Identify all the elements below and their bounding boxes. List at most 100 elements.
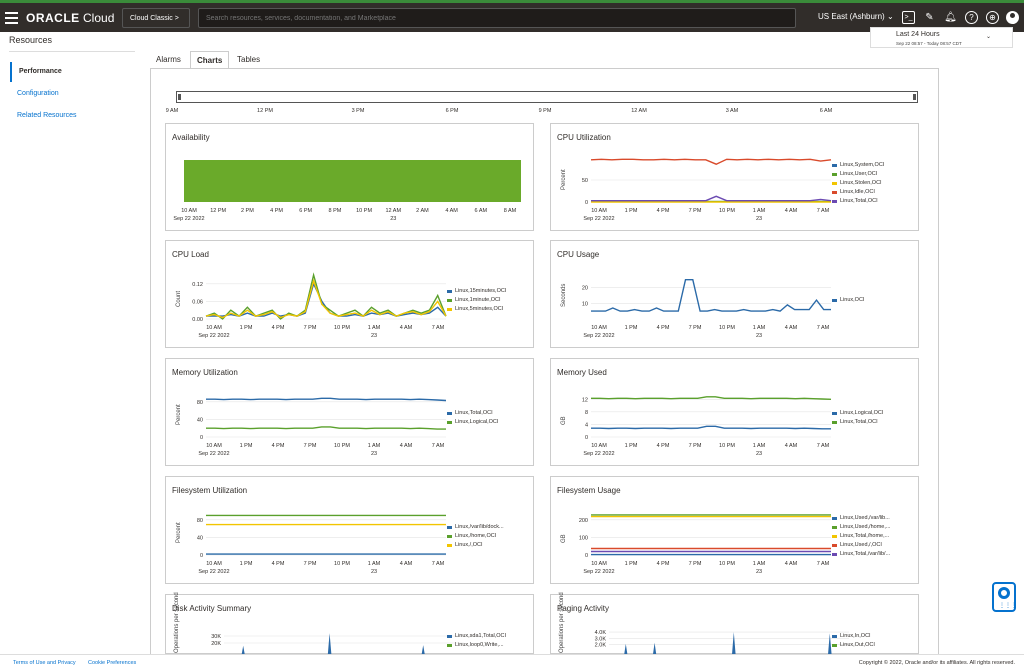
- sidebar-item-related-resources[interactable]: Related Resources: [17, 112, 77, 119]
- x-tick-label: 10 PM: [719, 443, 735, 449]
- legend-entry[interactable]: Linux,sda1,Total,OCI: [447, 633, 527, 642]
- legend-entry[interactable]: Linux,Stolen,OCI: [832, 180, 912, 189]
- legend-entry[interactable]: Linux,15minutes,OCI: [447, 288, 527, 297]
- legend-entry[interactable]: Linux,Total,OCI: [832, 419, 912, 428]
- slider-start-handle[interactable]: [178, 94, 181, 100]
- legend-label: Linux,Total,/home,...: [840, 532, 890, 539]
- chart-plot: 0 40 80 10 AM 1 PM 4 PM 7 PM 10 PM 1 AM 4 AM 7 AM S…: [197, 397, 447, 457]
- sidebar-divider: [9, 51, 135, 52]
- legend-label: Linux,Logical,OCI: [840, 410, 884, 416]
- y-tick-label: 0: [585, 553, 588, 559]
- legend-entry[interactable]: Linux,Total,/home,...: [832, 533, 912, 542]
- tab-tables[interactable]: Tables: [237, 55, 261, 64]
- cookie-preferences-link[interactable]: Cookie Preferences: [88, 660, 137, 666]
- x-subtick-label: Sep 22 2022: [198, 451, 229, 457]
- legend-label: Linux,Out,OCI: [840, 642, 875, 648]
- search-input[interactable]: [198, 8, 796, 28]
- x-subtick-label: Sep 22 2022: [583, 451, 614, 457]
- x-tick-label: 10 PM: [719, 325, 735, 331]
- activity-spike: [327, 633, 332, 657]
- legend-entry[interactable]: Linux,/home,OCI: [447, 533, 527, 542]
- x-tick-label: 1 PM: [625, 325, 638, 331]
- legend-entry[interactable]: Linux,In,OCI: [832, 633, 912, 642]
- x-tick-label: 7 AM: [817, 208, 830, 214]
- hamburger-icon[interactable]: [5, 12, 18, 24]
- legend-entry[interactable]: Linux,Used,/var/lib...: [832, 515, 912, 524]
- legend-entry[interactable]: Linux,Idle,OCI: [832, 189, 912, 198]
- x-tick-label: 6 PM: [299, 208, 312, 214]
- timeline-tick-label: 3 AM: [725, 108, 739, 114]
- legend-entry[interactable]: Linux,Used,/,OCI: [832, 542, 912, 551]
- x-tick-label: 7 PM: [689, 561, 702, 567]
- code-editor-icon[interactable]: ✎: [925, 12, 934, 23]
- x-tick-label: 7 PM: [304, 443, 317, 449]
- globe-icon[interactable]: ⊕: [986, 11, 999, 24]
- legend-entry[interactable]: Linux,/var/lib/dock...: [447, 524, 527, 533]
- y-tick-label: 80: [197, 518, 203, 524]
- legend-entry[interactable]: Linux,System,OCI: [832, 162, 912, 171]
- x-tick-label: 1 AM: [368, 561, 381, 567]
- legend-entry[interactable]: Linux,Total,OCI: [447, 410, 527, 419]
- legend-swatch: [832, 543, 837, 547]
- x-tick-label: 10 PM: [334, 443, 350, 449]
- x-subtick-label: Sep 22 2022: [198, 333, 229, 339]
- grid-icon: ⋮⋮⋮: [999, 603, 1017, 609]
- x-subtick-label: Sep 22 2022: [583, 569, 614, 575]
- paging-activity-panel: Paging Activity 2.0K 3.0K 4.0K Operations pe…: [550, 592, 919, 658]
- chart-title: Filesystem Utilization: [172, 486, 248, 495]
- y-axis-label: Percent: [176, 404, 182, 425]
- legend-swatch: [447, 525, 452, 529]
- cloud-shell-icon[interactable]: >_: [902, 11, 915, 24]
- series-line: [206, 426, 446, 430]
- legend-entry[interactable]: Linux,5minutes,OCI: [447, 306, 527, 315]
- legend-swatch: [832, 552, 837, 556]
- legend-entry[interactable]: Linux,OCI: [832, 297, 912, 306]
- legend-swatch: [447, 298, 452, 302]
- legend-swatch: [832, 163, 837, 167]
- x-tick-label: 7 AM: [817, 443, 830, 449]
- activity-spike: [827, 633, 832, 657]
- legend-entry[interactable]: Linux,Logical,OCI: [832, 410, 912, 419]
- y-tick-label: 50: [582, 178, 588, 184]
- oracle-cloud-logo[interactable]: ORACLE Cloud: [26, 11, 115, 25]
- legend-swatch: [832, 516, 837, 520]
- x-tick-label: 1 AM: [368, 443, 381, 449]
- legend-entry[interactable]: Linux,Total,OCI: [832, 198, 912, 207]
- cloud-classic-button[interactable]: Cloud Classic >: [122, 8, 190, 28]
- chart-legend: Linux,System,OCI Linux,User,OCI Linux,Stol…: [832, 162, 912, 207]
- x-tick-label: 4 AM: [785, 443, 798, 449]
- sidebar-item-performance[interactable]: Performance: [10, 62, 138, 82]
- legend-entry[interactable]: Linux,Logical,OCI: [447, 419, 527, 428]
- legend-entry[interactable]: Linux,/,OCI: [447, 542, 527, 551]
- copyright-text: Copyright © 2022, Oracle and/or its affi…: [858, 660, 1015, 666]
- timeline-range-slider[interactable]: [176, 91, 918, 103]
- x-subtick-label: 23: [756, 451, 762, 457]
- tab-alarms[interactable]: Alarms: [156, 55, 181, 64]
- legend-entry[interactable]: Linux,Out,OCI: [832, 642, 912, 651]
- legend-label: Linux,In,OCI: [840, 633, 871, 639]
- chart-legend: Linux,Used,/var/lib... Linux,Used,/home,.…: [832, 515, 912, 560]
- time-range-dates: Sep 22 08:57 - Today 08:57 CDT: [896, 41, 962, 46]
- chart-title: CPU Load: [172, 250, 209, 259]
- region-selector[interactable]: US East (Ashburn) ⌄: [818, 12, 894, 21]
- legend-entry[interactable]: Linux,Total,/var/lib/...: [832, 551, 912, 560]
- help-icon[interactable]: ?: [965, 11, 978, 24]
- legend-entry[interactable]: Linux,loop0,Write,...: [447, 642, 527, 651]
- x-tick-label: 2 PM: [241, 208, 254, 214]
- y-tick-label: 200: [579, 518, 588, 524]
- time-range-selector[interactable]: Last 24 Hours Sep 22 08:57 - Today 08:57…: [870, 27, 1013, 48]
- help-widget-button[interactable]: ⋮⋮⋮: [992, 582, 1017, 612]
- series-line: [590, 158, 832, 165]
- bell-icon[interactable]: 🔔︎: [944, 12, 957, 23]
- legend-entry[interactable]: Linux,1minute,OCI: [447, 297, 527, 306]
- sidebar-item-configuration[interactable]: Configuration: [17, 90, 59, 97]
- legend-swatch: [832, 172, 837, 176]
- terms-link[interactable]: Terms of Use and Privacy: [13, 660, 76, 666]
- legend-entry[interactable]: Linux,Used,/home,...: [832, 524, 912, 533]
- user-avatar-icon[interactable]: [1006, 11, 1019, 24]
- tab-charts[interactable]: Charts: [190, 51, 230, 69]
- legend-entry[interactable]: Linux,User,OCI: [832, 171, 912, 180]
- chart-legend: Linux,OCI: [832, 297, 912, 306]
- x-tick-label: 4 PM: [272, 561, 285, 567]
- slider-end-handle[interactable]: [913, 94, 916, 100]
